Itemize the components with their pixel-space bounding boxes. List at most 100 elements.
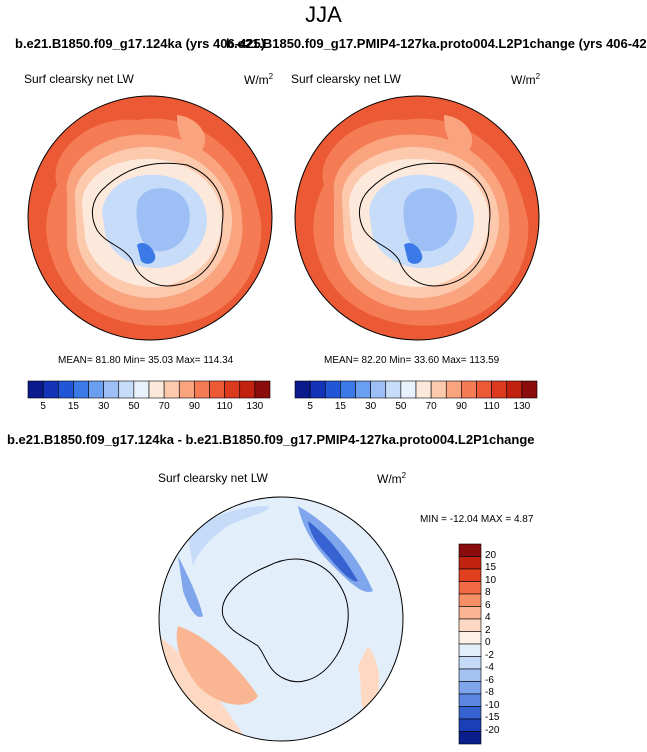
panel1-max-label: Max= (175, 355, 201, 366)
panel3-colorbar-swatch (458, 681, 482, 695)
panel3-colorbar-swatch (458, 606, 482, 620)
panel1-colorbar-swatch (148, 380, 165, 399)
panel2-colorbar-swatch (415, 380, 432, 399)
left-case-label: b.e21.B1850.f09_g17.124ka (yrs 406-425) (15, 36, 266, 51)
panel1-units: W/m2 (244, 72, 273, 87)
panel2-colorbar-tick-label: 110 (483, 401, 500, 412)
panel1-min-label: Min= (123, 355, 146, 366)
panel3-max-label: MAX = (480, 514, 512, 525)
panel2-variable-label: Surf clearsky net LW (291, 72, 401, 86)
panel3-colorbar-tick-label: 4 (485, 612, 491, 623)
panel2-colorbar-swatch (294, 380, 311, 399)
panel3-colorbar (458, 543, 482, 745)
panel2-min-label: Min= (389, 355, 412, 366)
panel2-colorbar-swatch (400, 380, 417, 399)
panel3-colorbar-swatch (458, 693, 482, 707)
panel3-min-label: MIN = (420, 514, 447, 525)
panel3-colorbar-swatch (458, 543, 482, 557)
panel1-variable-label: Surf clearsky net LW (24, 72, 134, 86)
panel3-colorbar-tick-label: -20 (485, 724, 500, 736)
panel3-colorbar-tick-label: 20 (485, 549, 497, 561)
panel3-colorbar-swatch (458, 643, 482, 657)
figure-title: JJA (305, 2, 342, 27)
panel2-colorbar-swatch (309, 380, 326, 399)
panel2-colorbar-swatch (340, 380, 356, 399)
panel2-colorbar-swatch (355, 380, 371, 399)
panel2-units-base: W/m (511, 73, 536, 87)
panel3-colorbar-swatch (458, 556, 482, 570)
panel1-colorbar-tick-label: 110 (216, 401, 233, 412)
panel1-polar-map (27, 95, 273, 341)
panel1-colorbar-swatch (224, 380, 241, 399)
panel1-colorbar-tick-label: 70 (158, 401, 170, 412)
panel2-units: W/m2 (511, 72, 540, 87)
panel1-colorbar-swatch (27, 380, 44, 399)
panel1-colorbar-tick-label: 5 (40, 401, 46, 412)
panel3-colorbar-swatch (458, 593, 482, 607)
panel1-colorbar-tick-label: 50 (128, 401, 140, 412)
panel3-units-exp: 2 (401, 471, 407, 480)
panel3-colorbar-tick-label: 8 (485, 587, 491, 598)
panel3-colorbar-tick-label: 6 (485, 599, 491, 611)
panel2-colorbar-tick-label: 5 (307, 401, 313, 412)
panel3-colorbar-tick-label: -15 (485, 712, 500, 723)
panel2-colorbar-swatch (324, 380, 341, 399)
panel3-colorbar-tick-label: -6 (485, 674, 494, 686)
panel3-colorbar-tick-label: -2 (485, 649, 494, 661)
panel2-max-label: Max= (441, 355, 467, 366)
panel3-colorbar-tick-label: -10 (485, 699, 500, 711)
panel3-colorbar-swatch (458, 668, 482, 682)
panel2-colorbar-tick-label: 130 (513, 401, 531, 412)
panel1-colorbar-swatch (254, 380, 271, 399)
panel2-colorbar-swatch (385, 380, 402, 399)
panel3-colorbar-swatch (458, 618, 482, 632)
panel2-stats: MEAN= 82.20 Min= 33.60 Max= 113.59 (324, 355, 499, 366)
panel2-colorbar-swatch (506, 380, 523, 399)
panel2-colorbar-tick-label: 90 (455, 401, 467, 412)
panel3-colorbar-tick-label: -8 (485, 687, 494, 698)
panel1-colorbar-swatch (57, 380, 74, 399)
panel2-polar-map (294, 95, 540, 341)
panel3-units-base: W/m (377, 472, 402, 486)
panel3-colorbar-tick-label: 15 (485, 562, 497, 573)
panel1-mean-value: 81.80 (95, 355, 121, 366)
panel1-mean-label: MEAN= (58, 355, 93, 366)
panel1-colorbar-swatch (88, 380, 104, 399)
panel2-colorbar-swatch (370, 380, 387, 399)
panel3-units: W/m2 (377, 471, 406, 486)
panel1-colorbar-swatch (209, 380, 225, 399)
panel1-units-exp: 2 (268, 72, 274, 81)
panel3-colorbar-swatch (458, 731, 482, 745)
panel2-colorbar-swatch (491, 380, 508, 399)
panel1-colorbar (27, 380, 271, 399)
panel3-colorbar-tick-label: 10 (485, 574, 497, 586)
panel3-colorbar-swatch (458, 656, 482, 670)
panel1-colorbar-swatch (239, 380, 256, 399)
panel1-max-value: 114.34 (203, 355, 234, 366)
diff-case-label: b.e21.B1850.f09_g17.124ka - b.e21.B1850.… (7, 432, 535, 447)
panel3-min-value: -12.04 (449, 514, 479, 525)
panel2-min-value: 33.60 (414, 355, 440, 366)
panel3-stats: MIN = -12.04 MAX = 4.87 (420, 514, 533, 525)
panel2-max-value: 113.59 (469, 355, 500, 366)
panel1-colorbar-swatch (133, 380, 150, 399)
panel3-max-value: 4.87 (513, 514, 534, 525)
panel1-colorbar-tick-label: 90 (188, 401, 200, 412)
panel3-colorbar-swatch (458, 631, 482, 645)
panel3-colorbar-swatch (458, 706, 482, 720)
panel2-colorbar-tick-label: 15 (334, 401, 346, 412)
panel1-colorbar-tick-label: 130 (246, 401, 264, 412)
panel1-stats: MEAN= 81.80 Min= 35.03 Max= 114.34 (58, 355, 233, 366)
panel3-colorbar-ticks: 20 15 10 8 6 4 2 0 -2 -4 -6 -8 -10 -15 -20 (485, 544, 525, 744)
panel2-colorbar-ticks: 5 15 30 50 70 90 110 130 (295, 401, 537, 415)
panel1-units-base: W/m (244, 73, 269, 87)
panel3-polar-map (158, 496, 404, 742)
panel3-variable-label: Surf clearsky net LW (158, 471, 268, 485)
panel2-mean-value: 82.20 (361, 355, 387, 366)
panel3-colorbar-swatch (458, 718, 482, 732)
panel1-colorbar-swatch (73, 380, 89, 399)
panel2-colorbar (294, 380, 538, 399)
panel2-colorbar-tick-label: 70 (425, 401, 437, 412)
panel3-colorbar-tick-label: 2 (485, 624, 491, 636)
panel1-colorbar-swatch (178, 380, 195, 399)
